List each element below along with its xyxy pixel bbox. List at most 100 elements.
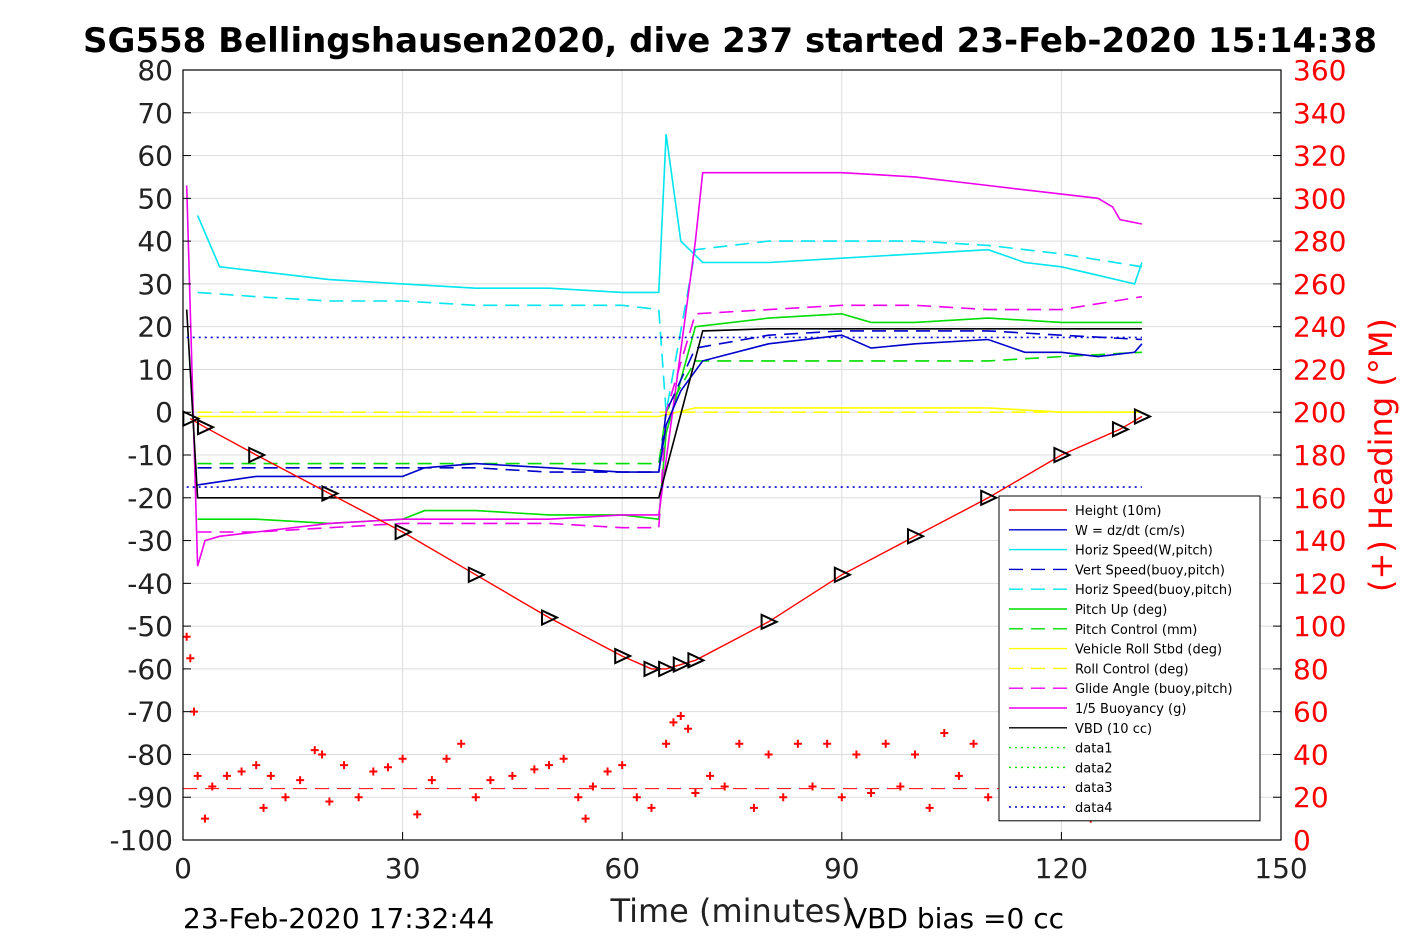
heading-point bbox=[413, 810, 422, 819]
legend-label: Pitch Control (mm) bbox=[1075, 623, 1197, 638]
heading-point bbox=[222, 771, 231, 780]
height-marker bbox=[658, 660, 677, 678]
y-tick-label: -40 bbox=[127, 567, 173, 600]
right-tick-label: 280 bbox=[1293, 225, 1346, 258]
heading-point bbox=[369, 767, 378, 776]
heading-point bbox=[603, 767, 612, 776]
legend-label: data1 bbox=[1075, 742, 1113, 757]
y-tick-label: -20 bbox=[127, 482, 173, 515]
heading-point bbox=[325, 797, 334, 806]
x-tick-label: 0 bbox=[174, 852, 192, 885]
heading-point bbox=[984, 793, 993, 802]
y-tick-label: 40 bbox=[137, 225, 173, 258]
right-tick-label: 200 bbox=[1293, 396, 1346, 429]
axis-ticks: 0 30 60 90 120 150-100-90-80-70-60-50-40-30-2… bbox=[109, 54, 1346, 885]
right-tick-label: 160 bbox=[1293, 482, 1346, 515]
heading-point bbox=[823, 739, 832, 748]
legend-label: Glide Angle (buoy,pitch) bbox=[1075, 682, 1233, 697]
right-tick-label: 320 bbox=[1293, 140, 1346, 173]
heading-point bbox=[691, 788, 700, 797]
right-tick-label: 260 bbox=[1293, 268, 1346, 301]
x-tick-label: 60 bbox=[604, 852, 640, 885]
height-marker bbox=[643, 660, 662, 678]
heading-point bbox=[706, 771, 715, 780]
heading-point bbox=[266, 771, 275, 780]
legend-label: data2 bbox=[1075, 761, 1113, 776]
right-tick-label: 140 bbox=[1293, 525, 1346, 558]
heading-point bbox=[779, 793, 788, 802]
x-tick-label: 90 bbox=[824, 852, 860, 885]
heading-point bbox=[867, 788, 876, 797]
heading-point bbox=[676, 711, 685, 720]
right-tick-label: 220 bbox=[1293, 353, 1346, 386]
heading-point bbox=[720, 782, 729, 791]
heading-point bbox=[545, 761, 553, 770]
heading-point bbox=[808, 782, 817, 791]
heading-point bbox=[911, 750, 919, 759]
legend-label: Vert Speed(buoy,pitch) bbox=[1075, 563, 1225, 578]
heading-point bbox=[189, 707, 198, 716]
heading-point bbox=[852, 750, 861, 759]
x-tick-label: 150 bbox=[1254, 852, 1307, 885]
heading-point bbox=[764, 750, 773, 759]
y-tick-label: -100 bbox=[109, 824, 173, 857]
heading-point bbox=[940, 729, 949, 738]
heading-point bbox=[237, 767, 246, 776]
y-tick-label: 10 bbox=[137, 353, 173, 386]
footer-vbd-bias: VBD bias =0 cc bbox=[848, 902, 1064, 935]
y-tick-label: 20 bbox=[137, 311, 173, 344]
heading-point bbox=[200, 814, 209, 823]
series-line-height-10m bbox=[189, 415, 1143, 670]
heading-point bbox=[662, 739, 671, 748]
heading-point bbox=[530, 765, 539, 774]
legend-label: Pitch Up (deg) bbox=[1075, 603, 1167, 618]
series-line-glide-angle-buoy-pitch bbox=[197, 295, 1143, 533]
heading-point bbox=[793, 739, 802, 748]
height-marker bbox=[760, 613, 779, 631]
x-tick-label: 120 bbox=[1035, 852, 1088, 885]
height-marker bbox=[614, 647, 633, 665]
legend-label: data3 bbox=[1075, 781, 1113, 796]
y-tick-label: -80 bbox=[127, 738, 173, 771]
y-tick-label: -10 bbox=[127, 439, 173, 472]
right-tick-label: 20 bbox=[1293, 781, 1329, 814]
legend-label: W = dz/dt (cm/s) bbox=[1075, 524, 1185, 539]
heading-point bbox=[954, 771, 963, 780]
legend-label: 1/5 Buoyancy (g) bbox=[1075, 702, 1186, 717]
right-tick-label: 180 bbox=[1293, 439, 1346, 472]
series-line-vbd-10-cc bbox=[185, 309, 1142, 499]
legend-label: VBD (10 cc) bbox=[1075, 722, 1152, 737]
right-tick-label: 340 bbox=[1293, 97, 1346, 130]
series-group bbox=[182, 134, 1153, 678]
heading-point bbox=[508, 771, 517, 780]
heading-point bbox=[896, 782, 905, 791]
height-marker bbox=[394, 523, 413, 541]
heading-point bbox=[559, 754, 568, 763]
y-tick-label: 30 bbox=[137, 268, 173, 301]
heading-point bbox=[471, 793, 480, 802]
heading-point bbox=[383, 763, 392, 772]
heading-point bbox=[296, 776, 305, 785]
legend-label: Height (10m) bbox=[1075, 504, 1161, 519]
heading-point bbox=[186, 654, 195, 663]
y-tick-label: 0 bbox=[155, 396, 173, 429]
height-marker bbox=[321, 484, 340, 503]
right-tick-label: 100 bbox=[1293, 610, 1346, 643]
heading-point bbox=[442, 754, 451, 763]
right-tick-label: 40 bbox=[1293, 738, 1329, 771]
height-marker bbox=[1053, 446, 1072, 464]
y-tick-label: 50 bbox=[137, 182, 173, 215]
legend: Height (10m) W = dz/dt (cm/s) Horiz Speed(… bbox=[998, 495, 1261, 822]
x-tick-label: 30 bbox=[385, 852, 421, 885]
y-tick-label: -30 bbox=[127, 525, 173, 558]
heading-point bbox=[457, 739, 466, 748]
heading-point bbox=[486, 776, 495, 785]
heading-point bbox=[647, 803, 656, 812]
heading-point bbox=[182, 632, 191, 641]
heading-point bbox=[881, 739, 890, 748]
y-tick-label: 80 bbox=[137, 54, 173, 87]
y-tick-label: -50 bbox=[127, 610, 173, 643]
heading-point bbox=[749, 803, 758, 812]
height-marker bbox=[248, 446, 267, 464]
height-marker bbox=[672, 656, 692, 674]
